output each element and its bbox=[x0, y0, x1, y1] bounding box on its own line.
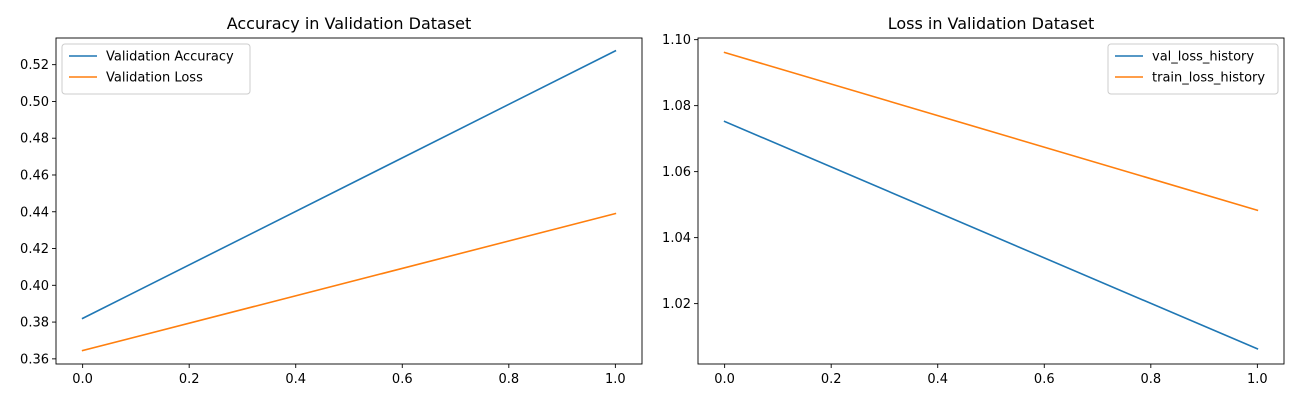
legend-box bbox=[1107, 43, 1279, 95]
legend-label: val_loss_history bbox=[1152, 50, 1254, 65]
legend-label: Validation Accuracy bbox=[106, 50, 234, 65]
y-tick-label: 0.42 bbox=[20, 242, 49, 257]
series-line-validation-accuracy bbox=[81, 49, 617, 320]
y-tick-label: 0.52 bbox=[20, 58, 49, 73]
axes-frame bbox=[697, 37, 1285, 365]
x-tick-label: 0.6 bbox=[392, 372, 413, 387]
y-tick-label: 0.38 bbox=[20, 316, 49, 331]
legend: Validation Accuracy Validation Loss bbox=[61, 43, 251, 95]
axes-frame bbox=[55, 37, 643, 365]
x-tick-label: 0.4 bbox=[285, 372, 306, 387]
x-tick-label: 1.0 bbox=[605, 372, 626, 387]
y-tick-label: 0.44 bbox=[20, 205, 49, 220]
chart-title: Accuracy in Validation Dataset bbox=[227, 14, 472, 33]
series-line-val-loss-history bbox=[723, 120, 1259, 350]
y-tick-label: 1.06 bbox=[662, 165, 691, 180]
series-line-train-loss-history bbox=[723, 51, 1259, 212]
x-tick-label: 0.8 bbox=[498, 372, 519, 387]
y-tick-label: 0.46 bbox=[20, 168, 49, 183]
x-tick-label: 0.6 bbox=[1034, 372, 1055, 387]
x-tick-label: 1.0 bbox=[1247, 372, 1268, 387]
x-tick-label: 0.2 bbox=[179, 372, 200, 387]
legend-label: train_loss_history bbox=[1152, 71, 1265, 86]
y-tick-label: 0.36 bbox=[20, 352, 49, 367]
x-tick-label: 0.8 bbox=[1140, 372, 1161, 387]
y-tick-label: 0.48 bbox=[20, 132, 49, 147]
y-tick-label: 0.50 bbox=[20, 95, 49, 110]
series-line-validation-loss bbox=[81, 212, 617, 352]
y-tick-label: 0.40 bbox=[20, 279, 49, 294]
x-tick-label: 0.0 bbox=[72, 372, 93, 387]
y-tick-label: 1.02 bbox=[662, 297, 691, 312]
x-tick-label: 0.0 bbox=[714, 372, 735, 387]
chart-title: Loss in Validation Dataset bbox=[888, 14, 1095, 33]
x-tick-label: 0.4 bbox=[927, 372, 948, 387]
legend-box bbox=[61, 43, 251, 95]
y-tick-label: 1.08 bbox=[662, 99, 691, 114]
y-tick-label: 1.04 bbox=[662, 231, 691, 246]
x-tick-label: 0.2 bbox=[821, 372, 842, 387]
legend: val_loss_history train_loss_history bbox=[1107, 43, 1279, 95]
y-tick-label: 1.10 bbox=[662, 33, 691, 48]
loss-chart-panel: Loss in Validation Dataset 0.0 0.2 0.4 0.6 0.… bbox=[662, 14, 1285, 387]
legend-label: Validation Loss bbox=[106, 71, 203, 86]
